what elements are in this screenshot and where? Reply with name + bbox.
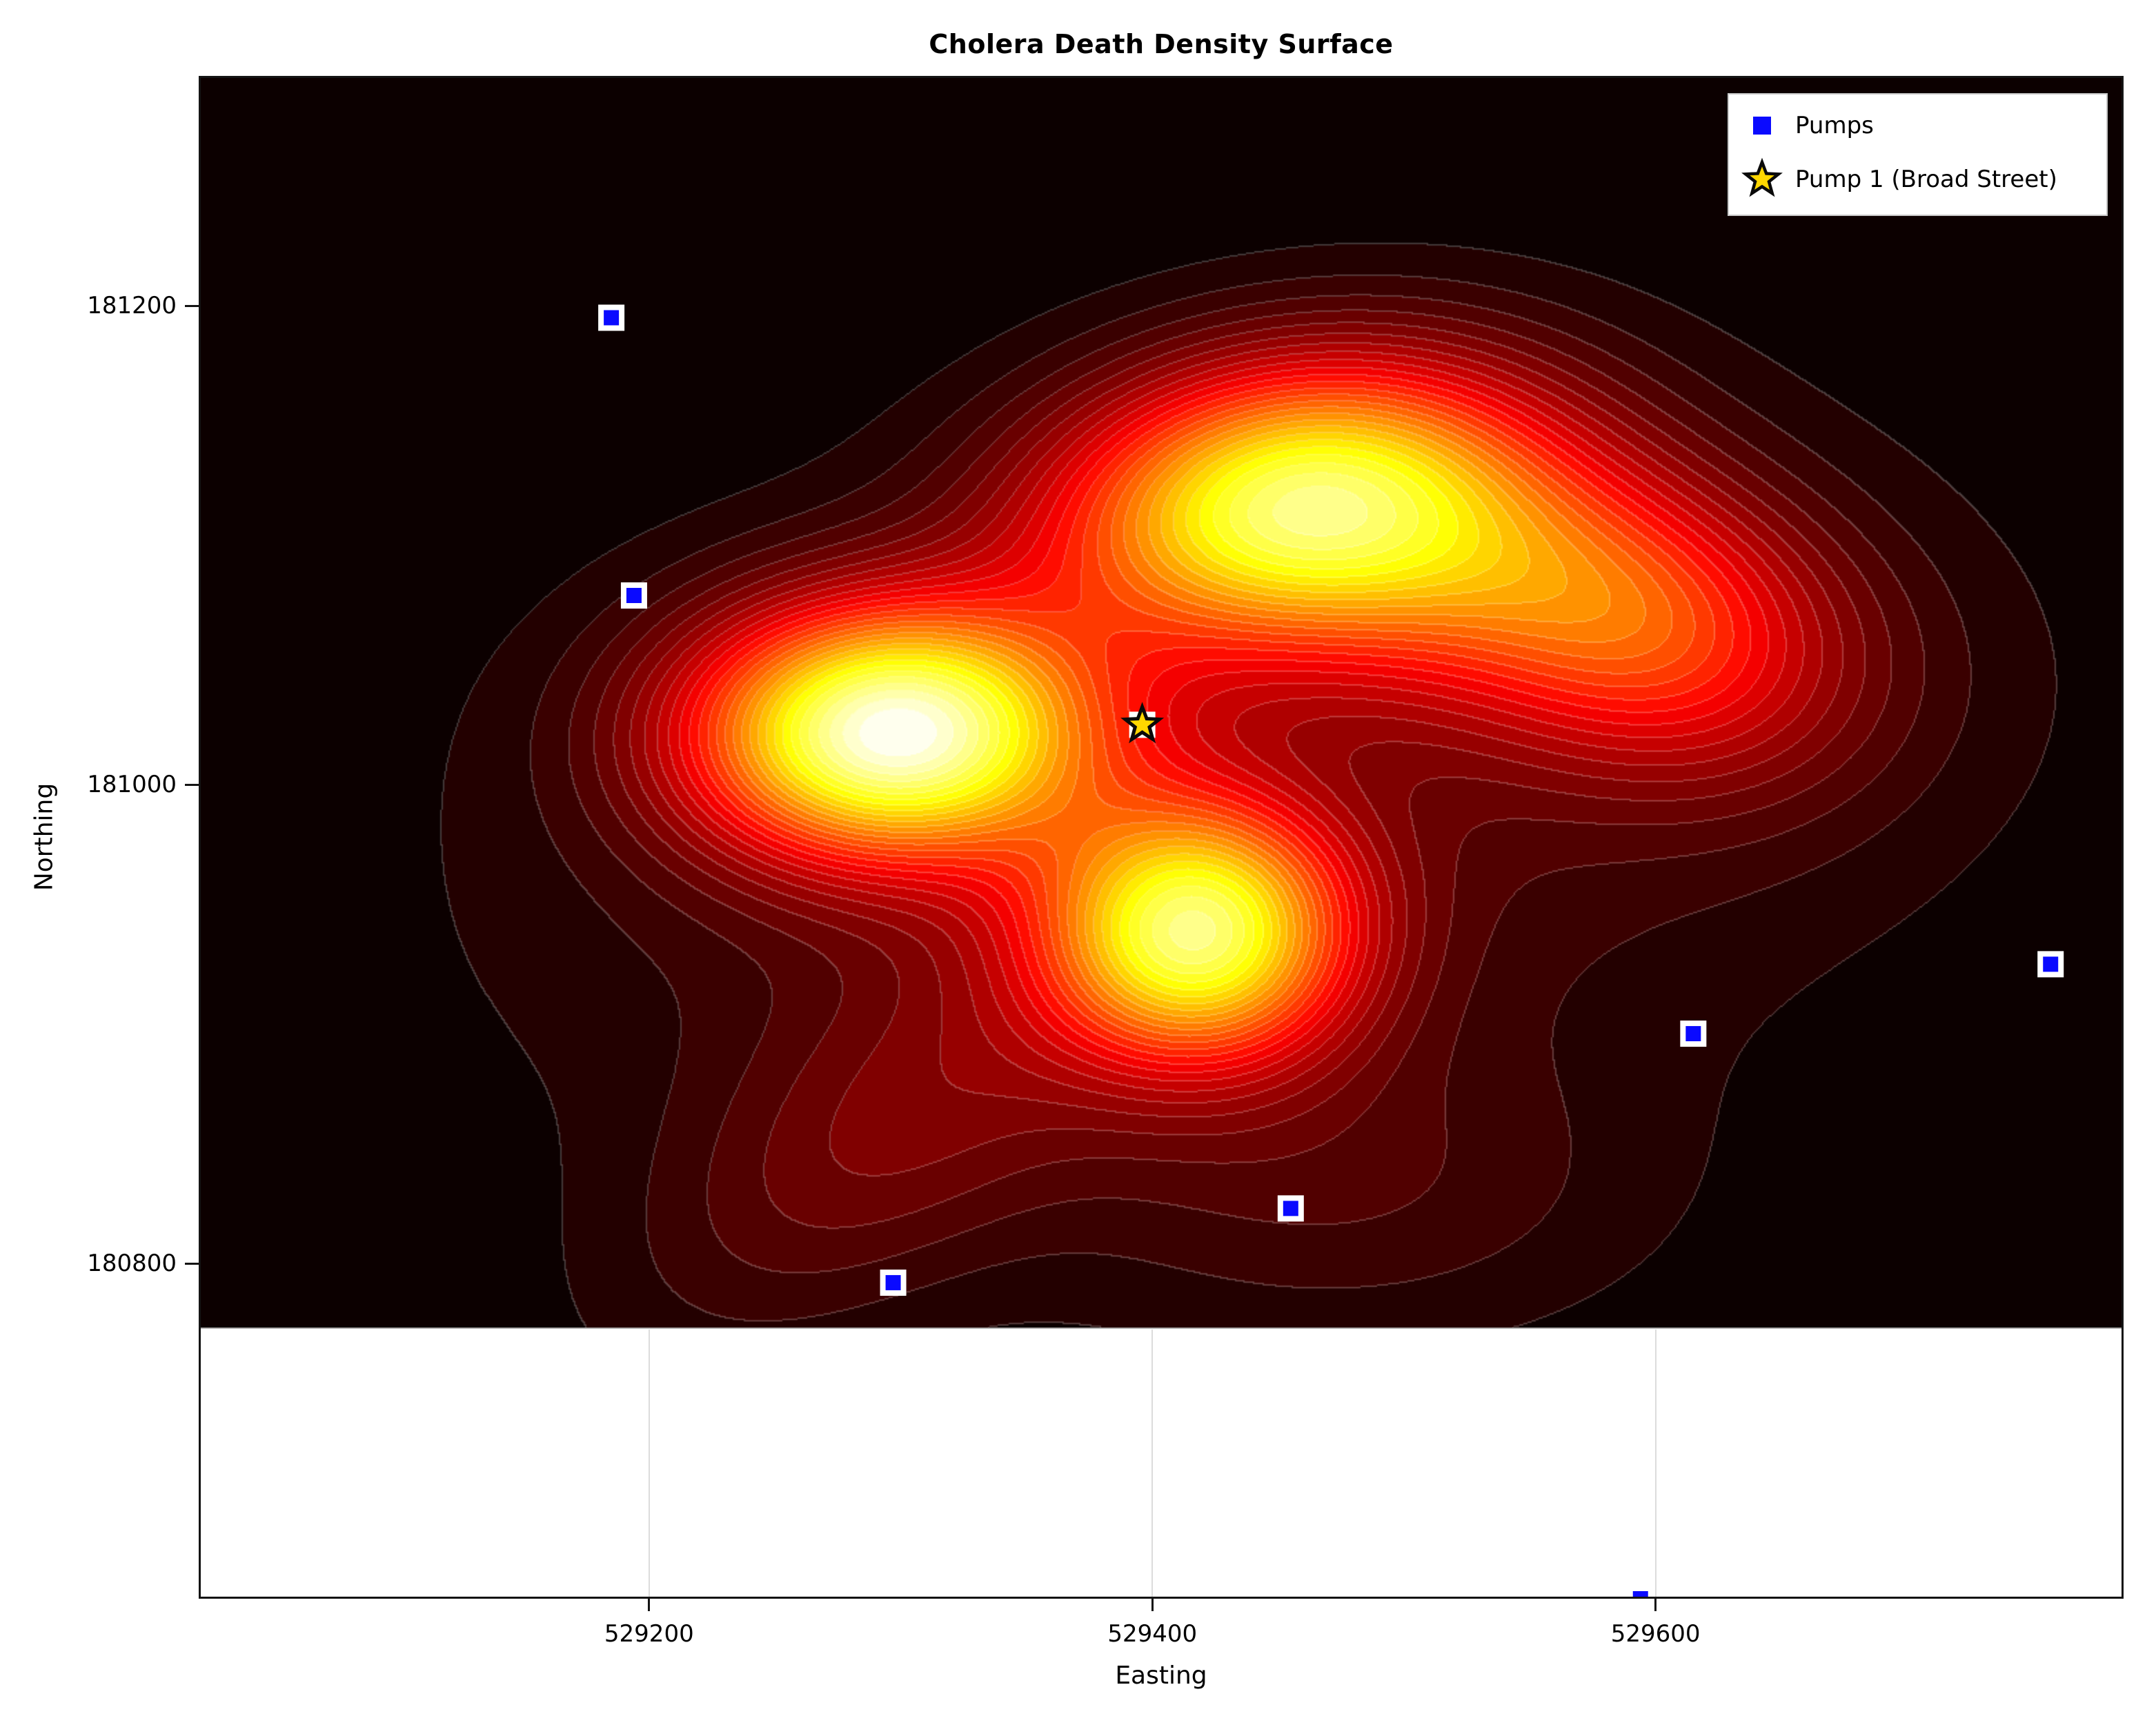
density-surface-canvas (199, 76, 2124, 1328)
x-tick-529200 (648, 1599, 651, 1611)
chart-title: Cholera Death Density Surface (929, 29, 1394, 59)
legend-label-pumps: Pumps (1795, 112, 1874, 139)
surface-bottom-edge (199, 1328, 2124, 1329)
gridline-x-529600 (1654, 1330, 1656, 1597)
x-tick-label-529600: 529600 (1610, 1620, 1701, 1648)
x-axis-label: Easting (1115, 1662, 1207, 1690)
y-tick-label-180800: 180800 (87, 1250, 177, 1278)
legend: Pumps Pump 1 (Broad Street) (1728, 93, 2108, 216)
x-tick-label-529200: 529200 (604, 1620, 694, 1648)
pump-marker-7 (1627, 1586, 1654, 1599)
legend-item-pumps: Pumps (1729, 101, 2106, 150)
y-tick-181200 (185, 304, 199, 307)
y-tick-label-181200: 181200 (87, 292, 177, 320)
gridline-x-529400 (1151, 1330, 1154, 1597)
y-axis-label: Northing (30, 782, 59, 891)
y-tick-181000 (185, 783, 199, 786)
blue-square-icon (1753, 117, 1771, 135)
legend-label-broad-street: Pump 1 (Broad Street) (1795, 166, 2057, 193)
y-tick-180800 (185, 1262, 199, 1265)
x-tick-529600 (1654, 1599, 1657, 1611)
gridline-x-529200 (648, 1330, 650, 1597)
gold-star-icon (1741, 157, 1783, 197)
x-tick-label-529400: 529400 (1107, 1620, 1198, 1648)
x-tick-529400 (1151, 1599, 1154, 1611)
y-tick-label-181000: 181000 (87, 771, 177, 799)
legend-item-broad-street: Pump 1 (Broad Street) (1729, 152, 2106, 207)
